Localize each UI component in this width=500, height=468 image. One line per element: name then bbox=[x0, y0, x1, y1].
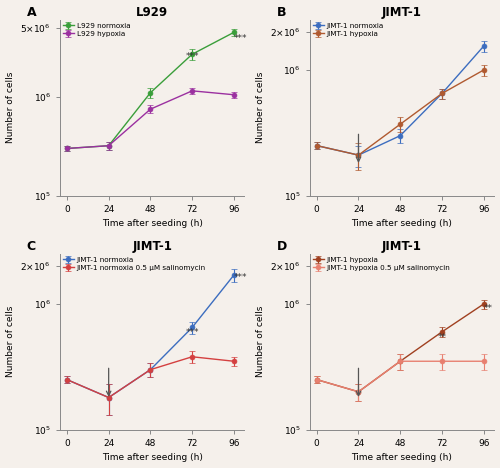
X-axis label: Time after seeding (h): Time after seeding (h) bbox=[352, 453, 452, 462]
Legend: JIMT-1 normoxia, JIMT-1 hypoxia: JIMT-1 normoxia, JIMT-1 hypoxia bbox=[312, 22, 384, 37]
Text: D: D bbox=[276, 240, 287, 253]
Text: ***: *** bbox=[186, 52, 199, 61]
Text: B: B bbox=[276, 6, 286, 19]
X-axis label: Time after seeding (h): Time after seeding (h) bbox=[352, 219, 452, 228]
Title: L929: L929 bbox=[136, 6, 168, 19]
Y-axis label: Number of cells: Number of cells bbox=[6, 306, 15, 378]
Title: JIMT-1: JIMT-1 bbox=[382, 240, 422, 253]
Text: ***: *** bbox=[186, 328, 199, 336]
Y-axis label: Number of cells: Number of cells bbox=[256, 72, 264, 144]
Text: **: ** bbox=[438, 333, 446, 342]
Legend: L929 normoxia, L929 hypoxia: L929 normoxia, L929 hypoxia bbox=[62, 22, 131, 37]
Legend: JIMT-1 normoxia, JIMT-1 normoxia 0.5 μM salinomycin: JIMT-1 normoxia, JIMT-1 normoxia 0.5 μM … bbox=[62, 256, 206, 271]
Text: A: A bbox=[27, 6, 36, 19]
Text: C: C bbox=[27, 240, 36, 253]
Legend: JIMT-1 hypoxia, JIMT-1 hypoxia 0.5 μM salinomycin: JIMT-1 hypoxia, JIMT-1 hypoxia 0.5 μM sa… bbox=[312, 256, 451, 271]
Title: JIMT-1: JIMT-1 bbox=[382, 6, 422, 19]
Text: ***: *** bbox=[234, 34, 247, 43]
Text: ***: *** bbox=[234, 273, 247, 282]
Title: JIMT-1: JIMT-1 bbox=[132, 240, 172, 253]
X-axis label: Time after seeding (h): Time after seeding (h) bbox=[102, 219, 202, 228]
Y-axis label: Number of cells: Number of cells bbox=[256, 306, 264, 378]
X-axis label: Time after seeding (h): Time after seeding (h) bbox=[102, 453, 202, 462]
Text: **: ** bbox=[484, 304, 492, 313]
Y-axis label: Number of cells: Number of cells bbox=[6, 72, 15, 144]
